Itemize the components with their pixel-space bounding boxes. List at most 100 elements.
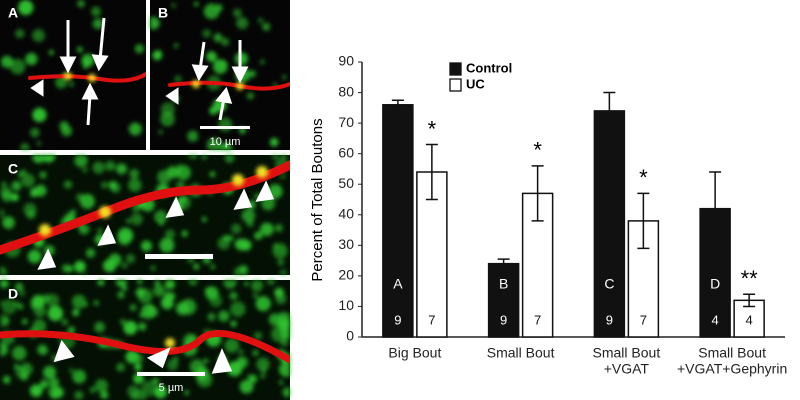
punctum xyxy=(15,28,25,39)
punctum xyxy=(71,294,87,309)
punctum xyxy=(11,180,22,191)
punctum xyxy=(217,237,231,250)
punctum xyxy=(269,137,279,147)
punctum xyxy=(123,320,138,335)
punctum xyxy=(164,280,176,290)
y-tick-label: 80 xyxy=(338,83,354,99)
punctum xyxy=(69,210,75,216)
error-bar xyxy=(743,293,756,308)
punctum xyxy=(193,263,200,270)
punctum xyxy=(177,169,182,175)
punctum xyxy=(230,223,242,234)
punctum xyxy=(20,143,30,150)
punctum xyxy=(10,193,19,202)
punctum xyxy=(74,390,84,400)
punctum xyxy=(9,58,26,75)
punctum xyxy=(42,294,51,302)
punctum xyxy=(32,107,47,123)
x-tick-label: Small Bout xyxy=(698,345,766,361)
punctum xyxy=(254,231,263,240)
punctum xyxy=(152,50,163,61)
error-bar xyxy=(497,258,510,264)
punctum xyxy=(67,326,76,334)
punctum xyxy=(21,318,28,325)
punctum xyxy=(25,52,38,66)
punctum xyxy=(188,280,198,286)
legend-swatch xyxy=(449,78,462,92)
punctum xyxy=(120,319,126,325)
punctum xyxy=(203,358,209,364)
significance: * xyxy=(639,165,648,190)
punctum xyxy=(148,307,159,317)
bar-letter: B xyxy=(499,276,508,292)
punctum xyxy=(230,320,237,327)
punctum xyxy=(167,359,179,371)
punctum xyxy=(32,29,46,42)
punctum xyxy=(101,181,108,189)
punctum xyxy=(39,171,47,179)
punctum xyxy=(262,22,271,31)
punctum xyxy=(165,229,176,240)
punctum xyxy=(72,369,87,384)
punctum xyxy=(108,253,122,267)
arrows xyxy=(30,17,275,376)
x-tick-label: +VGAT xyxy=(604,361,650,377)
punctum xyxy=(14,282,24,292)
punctum xyxy=(30,127,40,138)
punctum xyxy=(281,155,287,159)
punctum xyxy=(78,224,90,235)
punctum xyxy=(27,249,42,264)
punctum xyxy=(36,141,41,146)
punctum xyxy=(180,298,197,315)
punctum xyxy=(150,16,160,30)
punctum xyxy=(37,296,44,303)
punctum xyxy=(0,208,5,219)
punctum xyxy=(275,293,287,305)
punctum xyxy=(272,243,279,249)
punctum xyxy=(128,178,142,192)
punctum xyxy=(129,304,137,311)
bar xyxy=(593,110,626,338)
punctum xyxy=(61,264,71,273)
punctum xyxy=(279,269,287,275)
punctum xyxy=(136,280,143,285)
punctum xyxy=(252,350,259,356)
punctum xyxy=(13,363,20,370)
punctum xyxy=(232,8,242,18)
y-tick-label: 20 xyxy=(338,267,354,283)
panel-label: D xyxy=(8,286,18,302)
y-tick-label: 50 xyxy=(338,175,354,191)
punctum xyxy=(184,390,190,396)
punctum xyxy=(259,59,265,65)
punctum xyxy=(229,291,238,300)
n-label: 4 xyxy=(746,312,753,327)
punctum xyxy=(213,59,228,74)
punctum xyxy=(174,75,182,84)
y-tick-label: 40 xyxy=(338,205,354,221)
punctum xyxy=(134,363,142,371)
punctum xyxy=(251,280,264,292)
punctum xyxy=(238,349,244,355)
punctum xyxy=(97,228,103,234)
punctum xyxy=(61,318,68,326)
punctum xyxy=(201,216,207,222)
y-tick-label: 60 xyxy=(338,144,354,160)
scale-bar-label: 10 µm xyxy=(210,136,241,148)
punctum xyxy=(40,382,46,389)
punctum xyxy=(15,366,28,379)
punctum xyxy=(30,303,37,310)
punctum xyxy=(81,53,95,67)
bar-letter: D xyxy=(710,276,720,292)
punctum xyxy=(282,74,287,80)
colocalized-puncta xyxy=(39,72,268,348)
punctum xyxy=(99,390,109,400)
punctum xyxy=(278,312,290,328)
punctum xyxy=(153,284,165,297)
error-bar xyxy=(425,143,438,201)
punctum xyxy=(252,292,259,299)
legend-swatch xyxy=(449,62,462,76)
punctum xyxy=(138,322,147,331)
punctum xyxy=(82,63,89,69)
punctum xyxy=(89,386,96,394)
